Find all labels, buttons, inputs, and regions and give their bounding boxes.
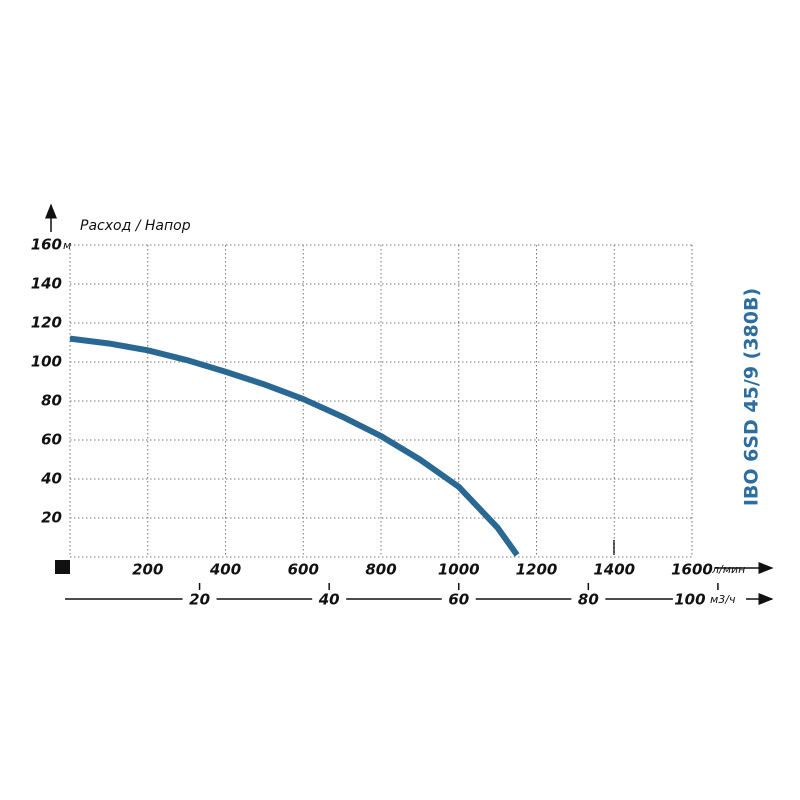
x2-tick-label: 80 [578,591,599,609]
x2-unit: м3/ч [710,593,736,606]
side-label: IBO 6SD 45/9 (380B) [741,288,763,506]
x2-tick-label: 60 [448,591,469,609]
x2-label-bg [571,590,606,608]
x-tick-label: 1200 [516,561,558,579]
x2-tick-label: 20 [189,591,210,609]
x-tick-label: 1600 [671,561,713,579]
y-tick-label: 40 [40,470,62,488]
x-unit: л/мин [711,563,745,576]
y-tick-label: 100 [31,353,62,371]
x2-tick-label: 40 [318,591,340,609]
x-tick-label: 600 [288,561,319,579]
x2-tick-label: 100 [674,591,705,609]
x-tick-label: 400 [209,561,241,579]
x2-unit-bg [706,590,746,608]
x-tick-label: 1000 [438,561,480,579]
y-unit: м [63,239,71,252]
y-tick-label: 80 [41,392,62,410]
y-tick-label: 60 [41,431,62,449]
x2-label-bg [441,590,476,608]
x2-label-bg [672,590,707,608]
origin-marker [55,560,70,574]
x2-label-bg [182,590,217,608]
x-tick-label: 1400 [593,561,635,579]
x-tick-label: 800 [365,561,396,579]
x2-label-bg [312,590,347,608]
y-tick-label: 120 [31,314,62,332]
chart-title: Расход / Напор [80,218,191,234]
curve [69,335,520,557]
y-tick-label: 160 [31,236,62,254]
y-tick-label: 140 [31,275,62,293]
y-tick-label: 20 [41,509,62,527]
x-tick-label: 200 [132,561,163,579]
